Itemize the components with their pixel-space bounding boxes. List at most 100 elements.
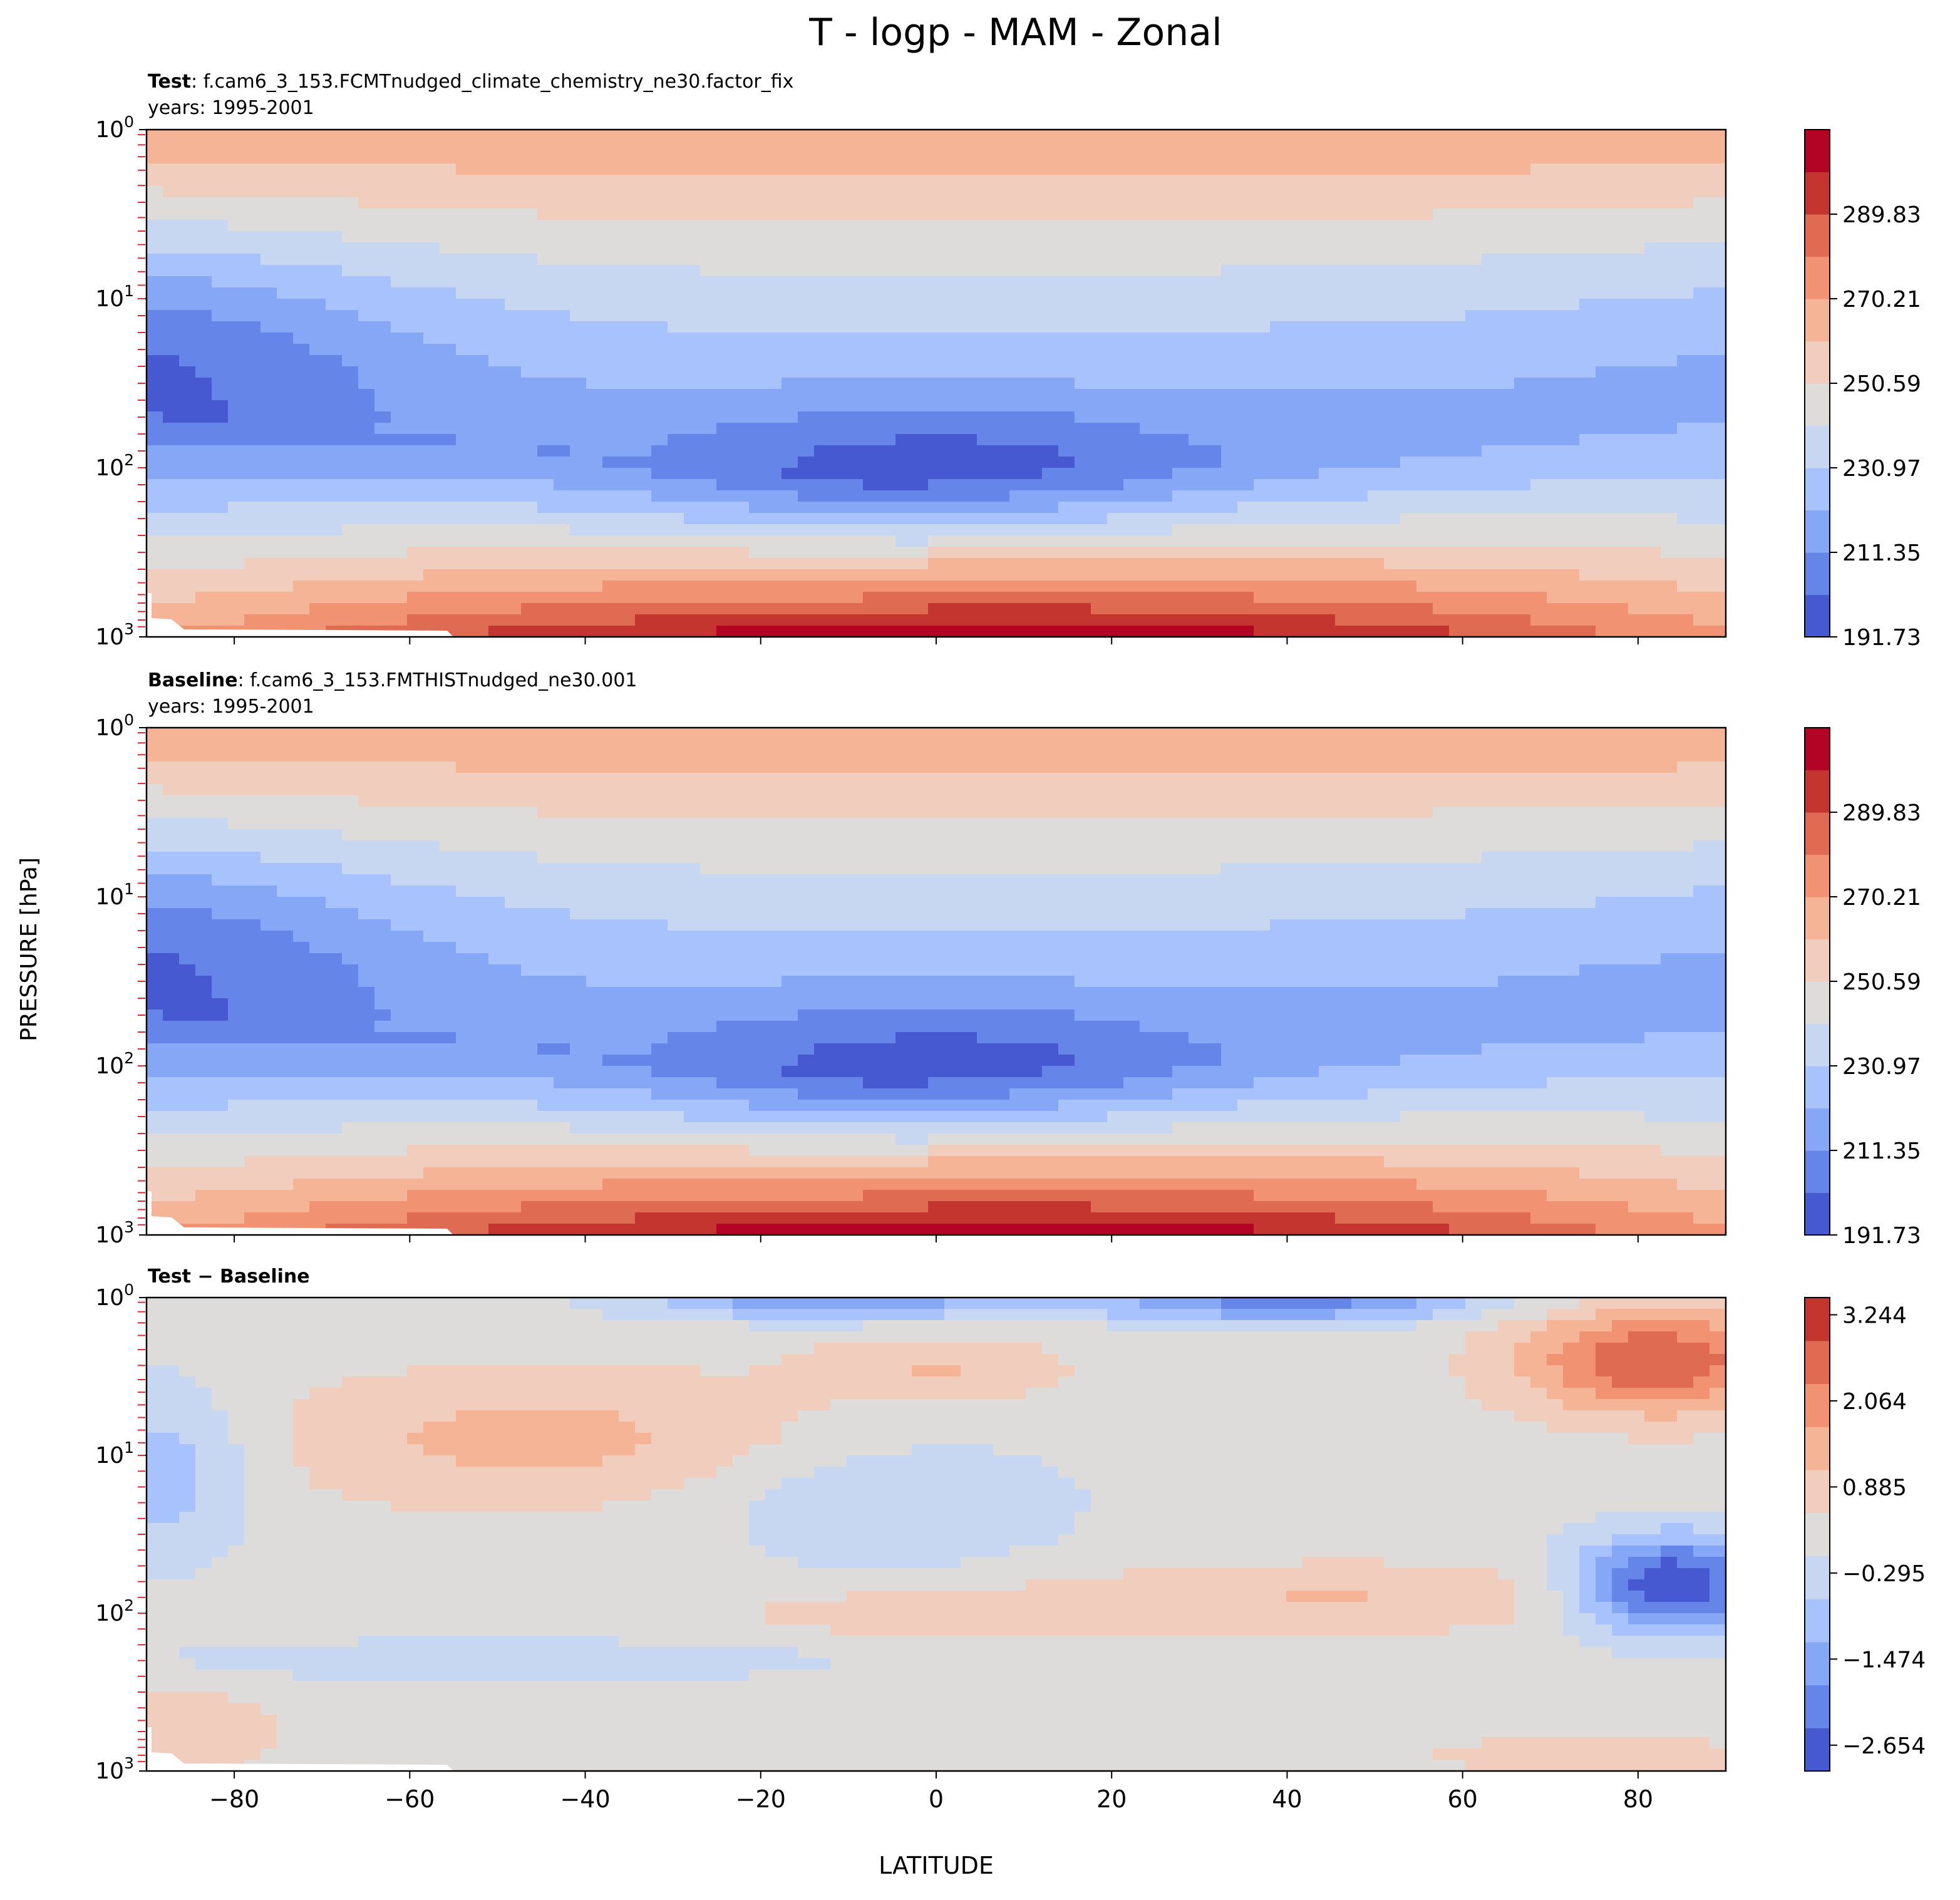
contour-band	[1140, 1021, 1726, 1033]
contour-band	[1612, 1624, 1726, 1636]
contour-band	[342, 953, 489, 965]
figure-title: T - logp - MAM - Zonal	[808, 11, 1222, 54]
contour-band	[195, 1190, 408, 1202]
contour-band	[928, 603, 1091, 615]
contour-band	[1465, 1388, 1547, 1400]
y-tick-exp: 3	[124, 1218, 134, 1236]
contour-band	[309, 1388, 1026, 1400]
contour-band	[749, 502, 1059, 514]
contour-band	[1547, 1354, 1596, 1366]
contour-band	[147, 1624, 831, 1636]
colorbar-tick-label: 191.73	[1842, 625, 1921, 651]
contour-band	[1465, 1760, 1726, 1771]
contour-band	[1710, 1737, 1726, 1749]
contour-band	[1514, 1591, 1564, 1603]
contour-band	[147, 479, 554, 491]
contour-band	[391, 874, 1726, 886]
surface-mask	[147, 1191, 453, 1235]
contour-band	[1075, 1523, 1564, 1535]
contour-band	[228, 1100, 538, 1112]
contour-band	[1221, 863, 1726, 875]
colorbar-swatch	[1805, 1685, 1830, 1728]
colorbar-swatch	[1805, 468, 1830, 511]
contour-band	[147, 457, 603, 468]
contour-band	[1530, 614, 1694, 626]
contour-band	[1009, 1546, 1547, 1557]
contour-band	[1547, 1309, 1596, 1321]
contour-band	[228, 220, 1726, 232]
colorbar-swatch	[1805, 1469, 1830, 1514]
contour-band	[1107, 1309, 1222, 1321]
contour-band	[1563, 1624, 1612, 1636]
contour-band	[244, 1534, 750, 1546]
contour-band	[456, 762, 1678, 773]
contour-band	[1612, 1591, 1645, 1603]
contour-band	[147, 333, 294, 344]
contour-band	[147, 1331, 1466, 1343]
contour-band	[147, 919, 261, 931]
contour-band	[1710, 1388, 1726, 1400]
contour-band	[1319, 1066, 1726, 1078]
contour-band	[228, 818, 1726, 830]
contour-band	[1433, 209, 1726, 220]
contour-band	[700, 265, 1222, 277]
contour-band	[228, 1422, 294, 1433]
panel-baseline-title-rest: : f.cam6_3_153.FMTHISTnudged_ne30.001	[238, 669, 637, 691]
contour-band	[423, 931, 1726, 942]
y-tick-label: 103	[95, 1218, 134, 1248]
contour-band	[1042, 1343, 1466, 1355]
contour-band	[781, 378, 1075, 390]
contour-band	[863, 1320, 1108, 1332]
contour-band	[342, 1489, 652, 1501]
contour-band	[1579, 434, 1726, 446]
contour-band	[147, 1557, 212, 1569]
contour-band	[277, 287, 456, 299]
contour-band	[928, 547, 1661, 559]
contour-band	[1514, 1602, 1564, 1614]
contour-band	[1384, 1557, 1547, 1569]
colorbar-tick-label: 2.064	[1842, 1389, 1907, 1415]
contour-band	[1710, 1343, 1726, 1355]
colorbar-swatch	[1805, 552, 1830, 596]
contour-band	[993, 1444, 1726, 1456]
contour-band	[1644, 1410, 1678, 1422]
contour-band	[1612, 1647, 1726, 1659]
contour-band	[147, 762, 456, 773]
contour-band	[147, 818, 229, 830]
contour-band	[781, 1478, 1075, 1490]
contour-band	[244, 1489, 343, 1501]
contour-band	[147, 423, 375, 435]
contour-band	[1237, 502, 1726, 514]
colorbar-swatch	[1805, 1641, 1830, 1686]
y-tick-exp: 2	[124, 451, 134, 469]
contour-band	[1677, 581, 1726, 592]
contour-band	[179, 1433, 229, 1445]
contour-band	[716, 1224, 1254, 1235]
contour-band	[1563, 1613, 1596, 1625]
colorbar-tick-label: −0.295	[1842, 1561, 1926, 1587]
y-tick-label: 100	[95, 1281, 134, 1311]
contour-band	[147, 231, 343, 243]
contour-band	[212, 389, 375, 401]
contour-band	[684, 1111, 1108, 1123]
contour-band	[147, 1298, 570, 1309]
contour-band	[537, 1043, 570, 1055]
contour-band	[814, 1343, 1043, 1355]
colorbar-frame	[1804, 1297, 1830, 1772]
contour-band	[1612, 1376, 1694, 1388]
contour-band	[423, 1444, 636, 1456]
contour-band	[147, 1100, 229, 1112]
contour-band	[895, 535, 929, 547]
contour-band	[147, 445, 538, 457]
contour-band	[374, 987, 1726, 999]
contour-band	[733, 1455, 847, 1467]
y-tick-label: 102	[95, 1049, 134, 1079]
contour-band	[1123, 479, 1254, 491]
contour-band	[1693, 1212, 1726, 1224]
colorbar-swatch	[1805, 1512, 1830, 1556]
contour-band	[1465, 908, 1726, 920]
contour-band	[1579, 569, 1726, 581]
contour-band	[1221, 1043, 1482, 1055]
colorbar-swatch	[1805, 256, 1830, 299]
contour-band	[147, 1021, 375, 1033]
